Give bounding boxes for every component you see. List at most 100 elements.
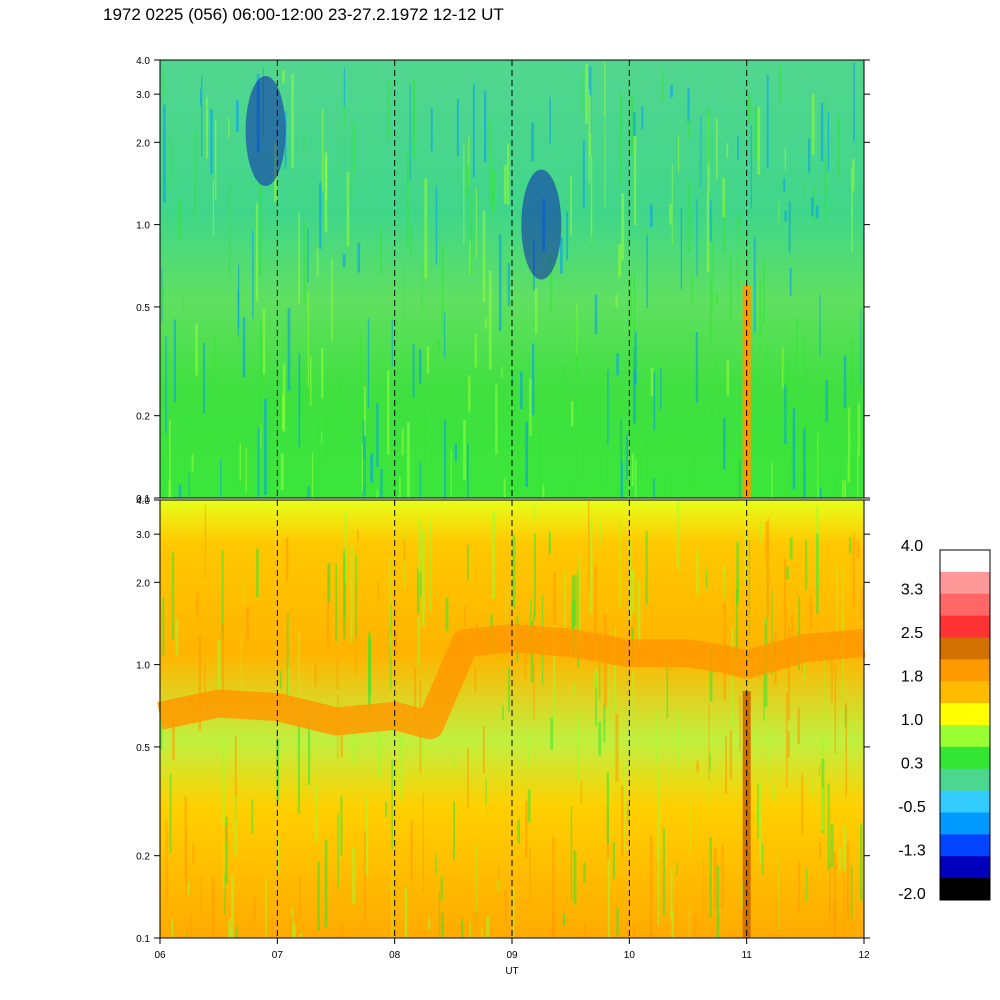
colorbar-swatch [940,703,990,726]
texture-streak [850,865,853,919]
texture-streak [583,862,586,883]
texture-streak [841,479,843,498]
texture-streak [798,860,800,915]
texture-streak [300,365,303,450]
texture-streak [228,181,231,279]
texture-streak [709,753,711,771]
texture-streak [389,556,391,646]
colorbar-frame [939,549,991,901]
texture-streak [515,486,518,498]
texture-streak [280,453,284,490]
texture-streak [789,267,792,296]
texture-streak [616,907,619,936]
texture-streak [229,929,232,938]
texture-streak [312,452,314,498]
texture-streak [785,692,788,789]
texture-streak [806,867,808,902]
texture-streak [698,158,700,183]
texture-streak [803,337,806,387]
texture-streak [467,442,469,498]
texture-streak [709,278,712,346]
texture-streak [195,323,198,376]
texture-streak [836,562,838,631]
texture-streak [851,405,853,485]
texture-streak [688,119,690,139]
texture-streak [507,262,510,306]
texture-streak [594,565,597,641]
feature-blue-low-patch [521,169,562,280]
texture-streak [650,836,653,935]
texture-streak [274,142,277,202]
texture-streak [803,428,806,498]
texture-streak [406,422,410,498]
texture-streak [805,412,807,479]
texture-streak [475,187,477,258]
texture-streak [299,933,303,938]
texture-streak [646,437,649,481]
texture-streak [729,251,732,320]
texture-streak [759,277,761,350]
texture-streak [321,348,324,399]
texture-streak [632,112,636,137]
texture-streak [711,928,713,938]
texture-streak [628,539,632,623]
texture-streak [461,918,464,938]
texture-streak [246,607,249,640]
texture-streak [162,597,165,657]
texture-streak [221,550,224,639]
texture-streak [809,597,813,630]
y-tick-label: 3.0 [136,530,150,541]
texture-streak [580,781,583,805]
x-tick-label: 11 [741,950,752,961]
texture-streak [534,533,536,616]
texture-streak [538,431,542,497]
texture-streak [170,136,172,189]
texture-streak [653,371,656,430]
texture-streak [391,759,393,850]
texture-streak [403,539,406,561]
texture-streak [716,865,720,938]
texture-streak [488,270,492,370]
texture-streak [762,258,766,326]
texture-streak [824,155,827,223]
texture-streak [402,269,404,324]
texture-streak [337,813,339,888]
texture-streak [853,62,855,142]
texture-streak [573,850,577,905]
texture-streak [214,336,216,382]
texture-streak [834,663,837,754]
texture-streak [857,403,860,456]
texture-streak [759,779,762,863]
texture-streak [588,89,590,183]
texture-streak [235,926,238,938]
texture-streak [319,182,322,249]
colorbar-label: 4.0 [901,538,923,555]
texture-streak [838,847,842,871]
texture-streak [340,923,344,938]
texture-streak [650,368,654,396]
texture-streak [584,922,587,938]
texture-streak [772,785,775,801]
texture-streak [163,104,166,203]
texture-streak [344,512,347,583]
texture-streak [456,98,459,156]
texture-streak [600,456,602,484]
texture-streak [590,519,593,614]
x-axis-label: UT [505,966,518,977]
texture-streak [533,664,535,720]
texture-streak [657,768,660,859]
colorbar-label: -0.5 [898,799,926,816]
texture-streak [562,912,566,926]
texture-streak [789,453,792,498]
texture-streak [476,844,478,918]
texture-streak [325,157,328,201]
texture-streak [482,210,486,302]
texture-streak [607,369,609,445]
texture-streak [284,111,287,169]
colorbar-swatch [940,878,990,901]
texture-streak [825,379,828,422]
texture-streak [450,450,452,498]
texture-streak [212,180,214,236]
texture-streak [552,837,555,936]
texture-streak [191,454,194,472]
